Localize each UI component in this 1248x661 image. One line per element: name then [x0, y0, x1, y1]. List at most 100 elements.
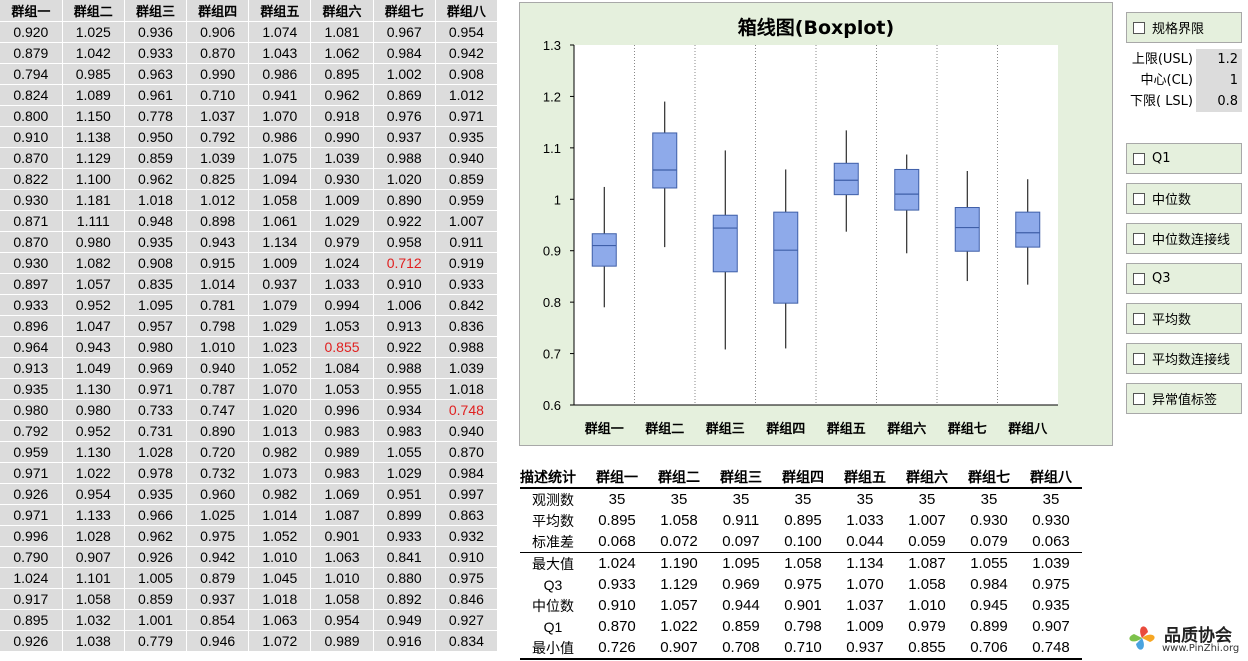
- sheet-cell[interactable]: 0.967: [373, 21, 436, 43]
- sheet-cell[interactable]: 0.971: [124, 378, 188, 400]
- sheet-cell[interactable]: 0.957: [124, 315, 188, 337]
- sheet-cell[interactable]: 0.836: [435, 315, 499, 337]
- sheet-column-header[interactable]: 群组五: [248, 0, 312, 22]
- sheet-cell[interactable]: 0.994: [310, 294, 374, 316]
- sheet-cell[interactable]: 1.084: [310, 357, 374, 379]
- sheet-cell[interactable]: 1.012: [186, 189, 250, 211]
- sheet-cell[interactable]: 0.841: [373, 546, 436, 568]
- sheet-cell[interactable]: 0.880: [373, 567, 436, 589]
- sheet-cell[interactable]: 0.913: [373, 315, 436, 337]
- sheet-cell[interactable]: 0.960: [186, 483, 250, 505]
- sheet-cell[interactable]: 0.952: [62, 294, 125, 316]
- sheet-cell[interactable]: 0.879: [0, 42, 63, 64]
- sheet-cell[interactable]: 0.997: [435, 483, 499, 505]
- sheet-cell[interactable]: 0.930: [0, 252, 63, 274]
- sheet-cell[interactable]: 0.989: [310, 630, 374, 652]
- sheet-cell[interactable]: 0.961: [124, 84, 188, 106]
- sheet-cell[interactable]: 1.134: [248, 231, 312, 253]
- sheet-cell[interactable]: 1.047: [62, 315, 125, 337]
- option-outlier-labels[interactable]: 异常值标签: [1126, 383, 1242, 414]
- sheet-cell[interactable]: 0.781: [186, 294, 250, 316]
- sheet-cell[interactable]: 1.024: [0, 567, 63, 589]
- sheet-cell[interactable]: 0.779: [124, 630, 188, 652]
- sheet-cell[interactable]: 0.988: [373, 147, 436, 169]
- sheet-cell[interactable]: 1.013: [248, 420, 312, 442]
- sheet-cell[interactable]: 0.926: [124, 546, 188, 568]
- sheet-cell[interactable]: 1.039: [186, 147, 250, 169]
- sheet-cell[interactable]: 0.963: [124, 63, 188, 85]
- sheet-column-header[interactable]: 群组七: [373, 0, 436, 22]
- mean-checkbox[interactable]: [1133, 312, 1145, 325]
- sheet-cell[interactable]: 0.984: [373, 42, 436, 64]
- sheet-cell[interactable]: 0.896: [0, 315, 63, 337]
- sheet-cell[interactable]: 0.906: [186, 21, 250, 43]
- sheet-cell[interactable]: 0.710: [186, 84, 250, 106]
- sheet-cell[interactable]: 1.094: [248, 168, 312, 190]
- sheet-cell[interactable]: 1.043: [248, 42, 312, 64]
- sheet-cell[interactable]: 0.975: [435, 567, 499, 589]
- sheet-cell[interactable]: 0.949: [373, 609, 436, 631]
- cl-value-field[interactable]: 1: [1196, 70, 1242, 91]
- sheet-cell[interactable]: 0.930: [0, 189, 63, 211]
- sheet-cell[interactable]: 0.980: [62, 399, 125, 421]
- sheet-cell[interactable]: 1.009: [248, 252, 312, 274]
- outlier-labels-checkbox[interactable]: [1133, 392, 1145, 405]
- sheet-cell[interactable]: 0.895: [310, 63, 374, 85]
- sheet-cell[interactable]: 1.039: [435, 357, 499, 379]
- sheet-cell[interactable]: 0.910: [373, 273, 436, 295]
- median-line-checkbox[interactable]: [1133, 232, 1145, 245]
- sheet-cell[interactable]: 1.089: [62, 84, 125, 106]
- sheet-cell[interactable]: 1.009: [310, 189, 374, 211]
- sheet-cell[interactable]: 1.058: [62, 588, 125, 610]
- sheet-cell[interactable]: 0.935: [124, 483, 188, 505]
- sheet-cell[interactable]: 0.901: [310, 525, 374, 547]
- sheet-cell[interactable]: 0.983: [373, 420, 436, 442]
- sheet-cell[interactable]: 0.911: [435, 231, 499, 253]
- sheet-cell[interactable]: 0.980: [62, 231, 125, 253]
- sheet-cell[interactable]: 1.025: [62, 21, 125, 43]
- sheet-cell[interactable]: 0.892: [373, 588, 436, 610]
- sheet-cell[interactable]: 0.778: [124, 105, 188, 127]
- sheet-cell[interactable]: 0.869: [373, 84, 436, 106]
- sheet-cell[interactable]: 0.898: [186, 210, 250, 232]
- sheet-cell[interactable]: 0.890: [373, 189, 436, 211]
- sheet-cell[interactable]: 0.940: [435, 147, 499, 169]
- sheet-cell[interactable]: 0.983: [310, 462, 374, 484]
- spec-limits-toggle[interactable]: 规格界限: [1126, 12, 1242, 43]
- sheet-cell[interactable]: 0.825: [186, 168, 250, 190]
- sheet-cell[interactable]: 0.940: [435, 420, 499, 442]
- sheet-cell[interactable]: 0.985: [62, 63, 125, 85]
- sheet-cell[interactable]: 0.790: [0, 546, 63, 568]
- sheet-cell[interactable]: 1.053: [310, 378, 374, 400]
- option-q1[interactable]: Q1: [1126, 143, 1242, 174]
- sheet-cell[interactable]: 1.018: [124, 189, 188, 211]
- sheet-cell[interactable]: 0.962: [310, 84, 374, 106]
- sheet-cell[interactable]: 0.916: [373, 630, 436, 652]
- sheet-cell[interactable]: 0.846: [435, 588, 499, 610]
- sheet-cell[interactable]: 1.129: [62, 147, 125, 169]
- sheet-cell[interactable]: 1.014: [186, 273, 250, 295]
- sheet-cell[interactable]: 0.907: [62, 546, 125, 568]
- sheet-cell[interactable]: 1.057: [62, 273, 125, 295]
- sheet-cell[interactable]: 0.935: [124, 231, 188, 253]
- option-mean[interactable]: 平均数: [1126, 303, 1242, 334]
- sheet-cell[interactable]: 0.895: [0, 609, 63, 631]
- sheet-cell[interactable]: 0.890: [186, 420, 250, 442]
- sheet-cell[interactable]: 0.733: [124, 399, 188, 421]
- sheet-cell[interactable]: 0.996: [310, 399, 374, 421]
- sheet-cell[interactable]: 1.007: [435, 210, 499, 232]
- sheet-cell[interactable]: 0.943: [186, 231, 250, 253]
- sheet-cell[interactable]: 1.002: [373, 63, 436, 85]
- sheet-cell[interactable]: 1.111: [62, 210, 125, 232]
- sheet-cell[interactable]: 1.039: [310, 147, 374, 169]
- sheet-cell[interactable]: 0.942: [435, 42, 499, 64]
- sheet-cell[interactable]: 0.986: [248, 126, 312, 148]
- sheet-cell[interactable]: 1.020: [373, 168, 436, 190]
- sheet-cell[interactable]: 1.045: [248, 567, 312, 589]
- sheet-cell[interactable]: 1.010: [248, 546, 312, 568]
- sheet-cell[interactable]: 1.028: [62, 525, 125, 547]
- sheet-cell[interactable]: 0.870: [186, 42, 250, 64]
- sheet-cell[interactable]: 0.980: [0, 399, 63, 421]
- sheet-cell[interactable]: 0.937: [373, 126, 436, 148]
- sheet-cell[interactable]: 1.010: [310, 567, 374, 589]
